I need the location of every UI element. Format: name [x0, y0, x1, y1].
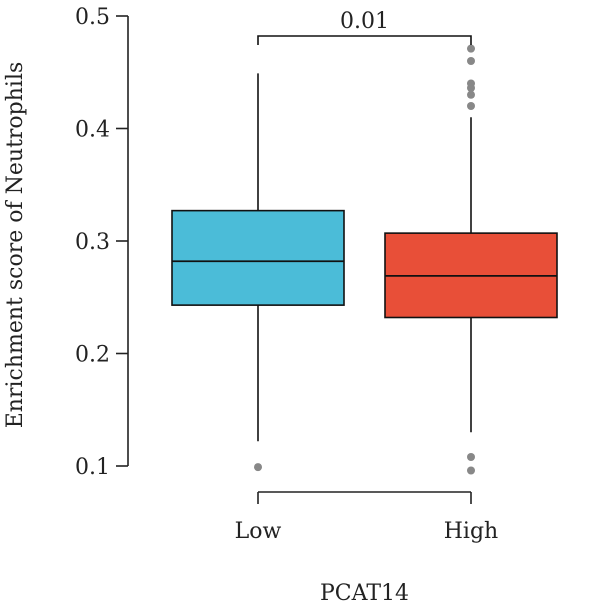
outlier-point	[467, 79, 475, 88]
outlier-point	[467, 90, 475, 99]
outlier-point	[467, 102, 475, 110]
significance-line	[257, 35, 472, 45]
outlier-point	[254, 463, 262, 472]
x-tick-label-low: Low	[235, 519, 282, 544]
x-tick-label-high: High	[444, 519, 498, 544]
box-group-low	[171, 73, 345, 472]
outlier-point	[467, 466, 475, 475]
y-axis: 0.1 0.2 0.3 0.4 0.5	[75, 5, 129, 480]
box-groups	[171, 44, 558, 475]
outlier-point	[467, 57, 475, 65]
significance-bracket: 0.01	[257, 9, 472, 45]
x-axis: Low High	[235, 491, 498, 544]
y-tick-label: 0.1	[75, 455, 110, 480]
y-tick-label: 0.2	[75, 343, 110, 368]
box-group-high	[384, 44, 558, 475]
y-tick-label: 0.5	[75, 5, 110, 30]
x-axis-title: PCAT14	[320, 581, 409, 606]
y-tick-label: 0.4	[75, 118, 110, 143]
y-axis-title: Enrichment score of Neutrophils	[3, 62, 28, 429]
box	[171, 209, 345, 306]
outlier-point	[467, 453, 475, 461]
significance-label: 0.01	[340, 9, 389, 34]
outlier-point	[467, 44, 475, 53]
y-tick-label: 0.3	[75, 230, 110, 255]
